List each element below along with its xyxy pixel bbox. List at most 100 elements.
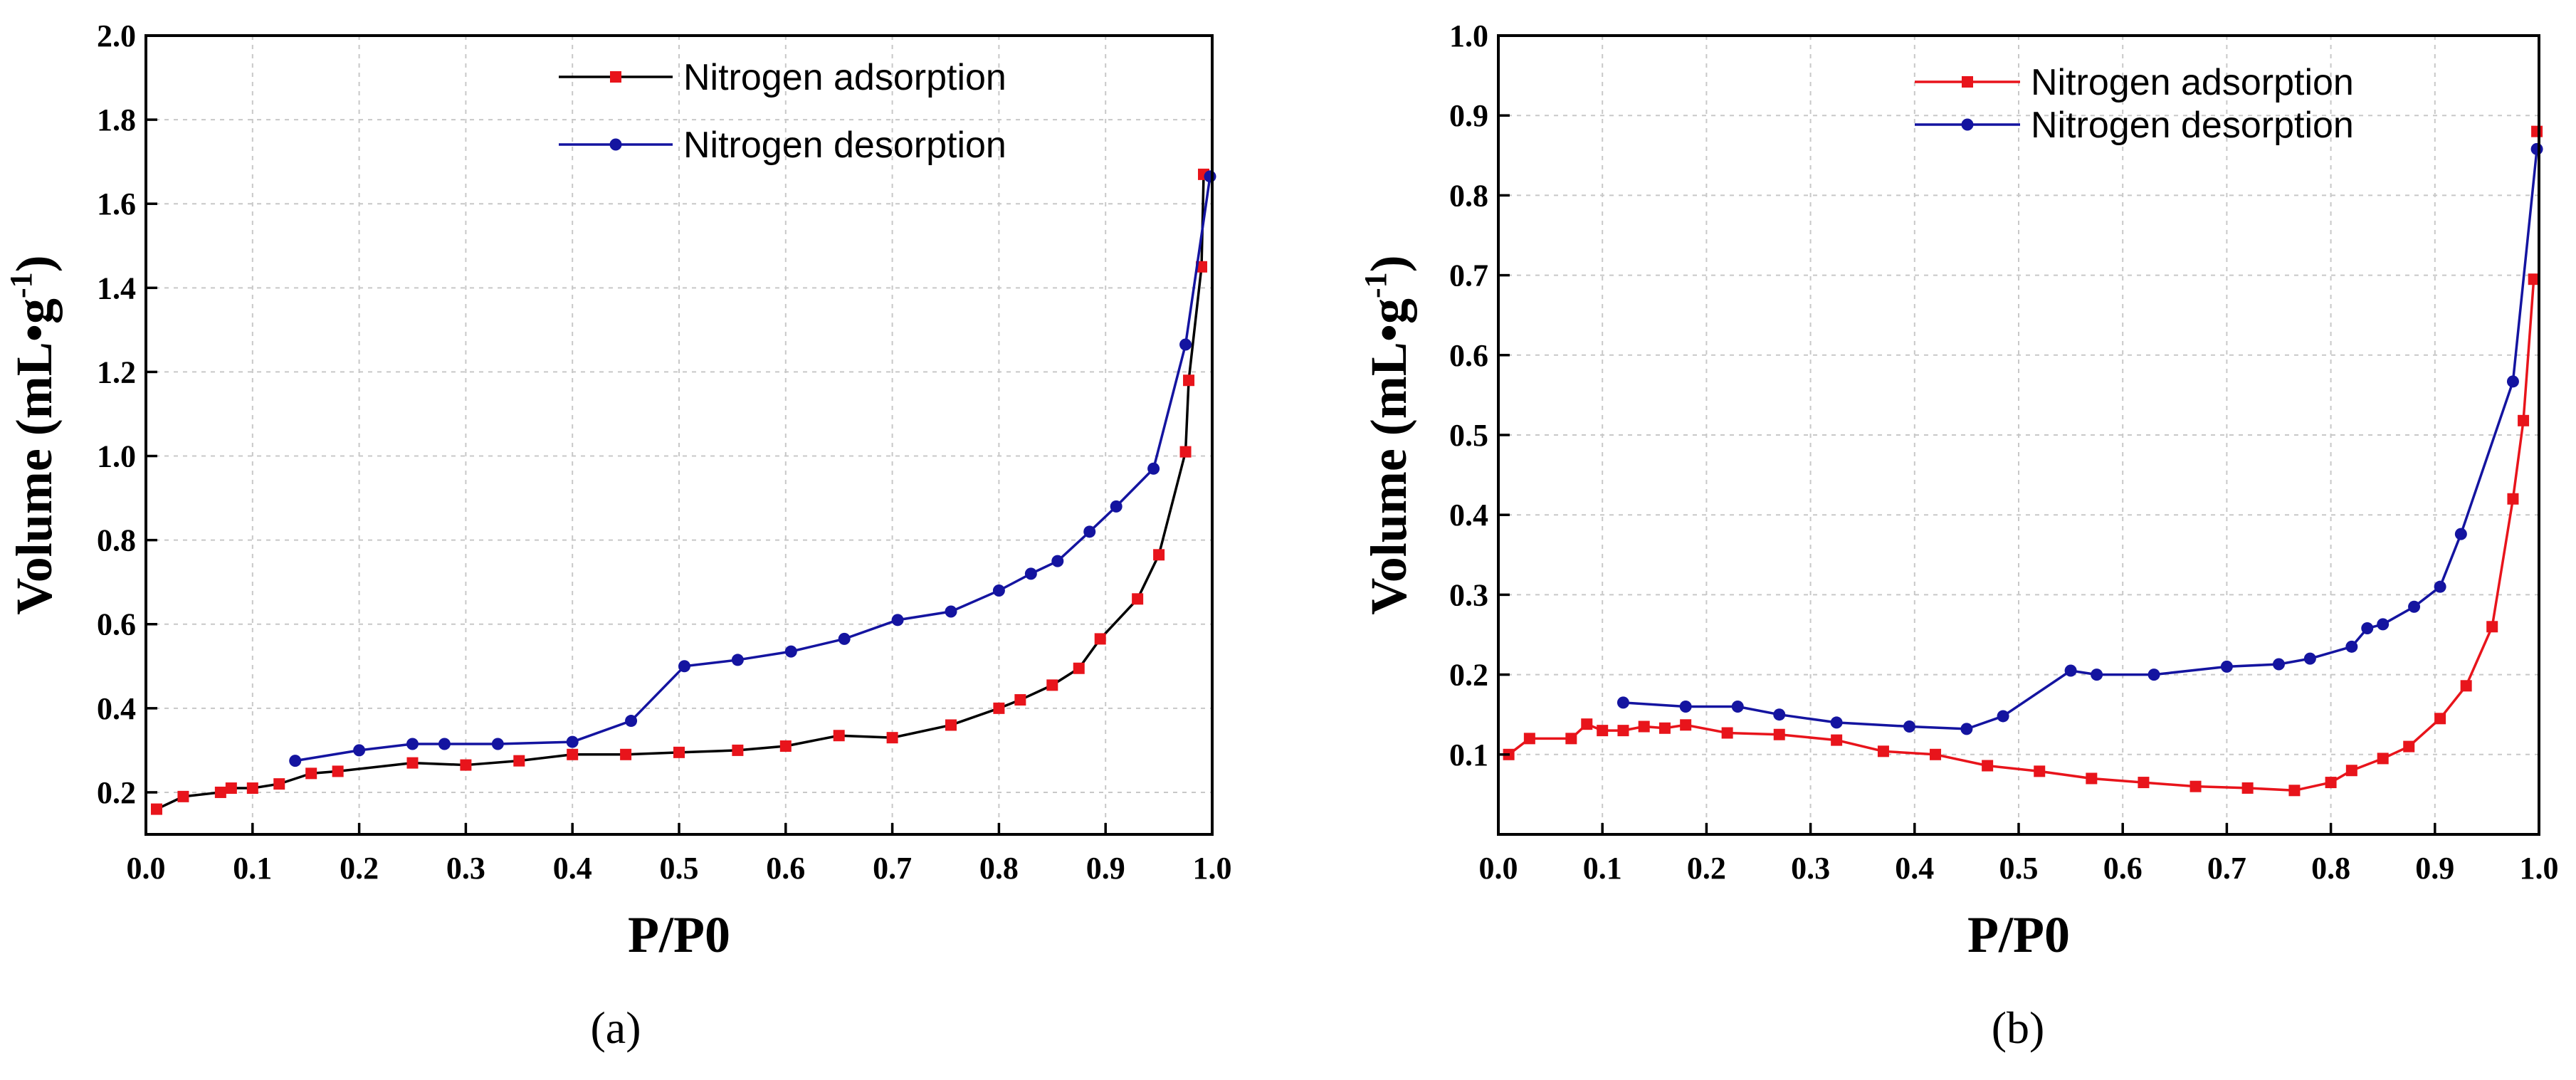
chart-b-series-desorption-point xyxy=(2377,618,2390,631)
chart-b-series-adsorption-point xyxy=(2507,493,2519,505)
chart-b-x-tick-label: 0.5 xyxy=(1999,851,2039,886)
chart-b-series-adsorption-point xyxy=(2345,765,2357,777)
chart-b-series-adsorption-point xyxy=(2189,780,2202,792)
chart-b-series-desorption-point xyxy=(2345,640,2358,653)
chart-a-x-tick-label: 0.2 xyxy=(340,851,379,886)
chart-b-legend-adsorption-marker xyxy=(1962,76,1973,88)
chart-a-series-adsorption-point xyxy=(1073,662,1085,674)
chart-b-series-adsorption-point xyxy=(1831,734,1843,746)
chart-a-series-desorption-point xyxy=(1051,555,1064,567)
chart-a-x-tick-label: 0.6 xyxy=(766,851,805,886)
chart-a-series-desorption-point xyxy=(1110,500,1123,513)
chart-b-series-desorption-point xyxy=(2091,669,2103,681)
chart-a-x-tick-label: 1.0 xyxy=(1193,851,1232,886)
chart-b-y-axis-label: Volume (mL•g-1) xyxy=(1358,255,1417,614)
chart-b-caption: (b) xyxy=(1992,1002,2045,1053)
chart-b-x-tick-label: 0.3 xyxy=(1791,851,1830,886)
chart-a-series-desorption-point xyxy=(406,738,419,750)
chart-a-grid xyxy=(146,36,1212,834)
chart-b-series-adsorption-point xyxy=(2403,740,2415,753)
chart-a-series-adsorption-point xyxy=(150,803,162,815)
chart-a-series-adsorption-point xyxy=(1179,446,1192,458)
chart-b-series-adsorption-point xyxy=(1617,725,1629,737)
chart-b-legend-desorption-marker xyxy=(1961,118,1974,131)
chart-b-series-adsorption-point xyxy=(1877,745,1889,757)
chart-a-series-adsorption-point xyxy=(1183,374,1195,387)
chart-a-series-adsorption-point xyxy=(1132,593,1144,605)
chart-a-y-tick-label: 2.0 xyxy=(97,19,136,53)
chart-a-series-adsorption-line xyxy=(156,174,1205,811)
chart-a-series-adsorption-point xyxy=(225,782,237,795)
chart-b-series-desorption-point xyxy=(2273,658,2285,671)
chart-b-series-adsorption-point xyxy=(2138,777,2150,789)
chart-b-y-tick-label: 0.3 xyxy=(1449,577,1488,612)
chart-a: 0.0 0.1 0.2 0.3 0.4 0.5 0.6 0.7 0.8 0.9 1.0 0.2 0.4 0… xyxy=(4,19,1232,1053)
chart-b-y-tick-label: 0.6 xyxy=(1449,338,1488,373)
chart-a-series-adsorption-point xyxy=(305,767,317,780)
chart-a-series-adsorption-point xyxy=(673,746,685,758)
chart-b-series-adsorption-point xyxy=(2377,753,2389,765)
chart-b-series-adsorption-point xyxy=(1982,760,1994,772)
chart-a-series-adsorption-point xyxy=(406,757,419,769)
chart-b-series xyxy=(1503,125,2543,797)
chart-a-series-adsorption-point xyxy=(620,748,632,760)
chart-b-series-adsorption-point xyxy=(1773,728,1785,740)
chart-b-y-tick-label: 0.8 xyxy=(1449,178,1488,213)
chart-a-series-adsorption-point xyxy=(993,702,1005,714)
chart-b-series-desorption-point xyxy=(1616,696,1629,709)
chart-b-y-tick-label: 0.2 xyxy=(1449,658,1488,693)
chart-a-legend-adsorption-marker xyxy=(610,71,621,83)
chart-b-series-adsorption-point xyxy=(1680,719,1692,731)
chart-b-series-desorption-point xyxy=(2530,142,2543,155)
chart-a-x-tick-label: 0.0 xyxy=(127,851,166,886)
chart-b-series-adsorption-point xyxy=(2518,414,2530,426)
chart-b-series-adsorption-point xyxy=(2486,621,2498,633)
chart-b-series-adsorption-point xyxy=(2460,680,2472,692)
chart-a-series-desorption-point xyxy=(625,715,638,728)
chart-b-x-tick-label: 0.7 xyxy=(2207,851,2246,886)
chart-a-y-tick-label: 1.2 xyxy=(97,355,136,389)
chart-a-series-desorption-point xyxy=(353,744,366,757)
chart-b-series-adsorption-point xyxy=(1597,725,1609,737)
chart-a-series-adsorption-point xyxy=(273,778,285,790)
chart-a-series-desorption-point xyxy=(1147,462,1160,475)
chart-a-y-tick-label: 1.0 xyxy=(97,439,136,474)
chart-a-y-tick-label: 1.6 xyxy=(97,187,136,221)
chart-b-x-tick-label: 1.0 xyxy=(2520,851,2559,886)
chart-b: 0.0 0.1 0.2 0.3 0.4 0.5 0.6 0.7 0.8 0.9 1.0 0.1 0.2 0… xyxy=(1358,19,2559,1053)
chart-a-series-desorption-point xyxy=(731,654,744,666)
chart-a-legend-adsorption-label: Nitrogen adsorption xyxy=(683,57,1006,98)
chart-a-series-desorption-point xyxy=(566,735,579,748)
chart-a-series-desorption-point xyxy=(838,632,851,645)
chart-a-series-desorption-point xyxy=(1179,338,1192,351)
chart-a-series-desorption-point xyxy=(1204,170,1216,183)
chart-a-series-adsorption-point xyxy=(732,744,744,756)
chart-b-series-adsorption-point xyxy=(2086,772,2098,785)
chart-a-series-adsorption-point xyxy=(779,740,792,752)
chart-b-y-tick-label: 0.4 xyxy=(1449,498,1488,533)
chart-b-legend-adsorption-label: Nitrogen adsorption xyxy=(2031,62,2354,103)
chart-a-x-tick-label: 0.9 xyxy=(1086,851,1125,886)
chart-a-series xyxy=(150,168,1216,815)
chart-a-series-adsorption-point xyxy=(1153,549,1165,561)
chart-a-series-adsorption-point xyxy=(945,719,957,731)
chart-a-series-desorption-point xyxy=(1024,567,1037,580)
chart-b-series-desorption-point xyxy=(1731,700,1744,713)
chart-b-series-desorption-point xyxy=(1960,723,1973,735)
chart-b-series-adsorption-line xyxy=(1508,279,2535,792)
chart-b-y-tick-label: 0.5 xyxy=(1449,418,1488,453)
chart-a-x-tick-label: 0.8 xyxy=(979,851,1019,886)
chart-a-y-tick-label: 0.2 xyxy=(97,775,136,810)
chart-a-caption: (a) xyxy=(590,1002,641,1053)
chart-b-y-tick-label: 0.7 xyxy=(1449,258,1488,293)
chart-b-series-adsorption-point xyxy=(2434,713,2446,725)
chart-b-x-tick-label: 0.0 xyxy=(1479,851,1518,886)
chart-b-x-tick-label: 0.2 xyxy=(1687,851,1726,886)
chart-a-series-adsorption-point xyxy=(513,755,525,767)
chart-b-series-desorption-point xyxy=(2361,622,2374,635)
chart-a-x-tick-label: 0.5 xyxy=(660,851,699,886)
chart-b-series-desorption-point xyxy=(2454,528,2467,540)
chart-b-series-desorption-point xyxy=(1997,710,2009,723)
chart-a-x-tick-label: 0.3 xyxy=(446,851,485,886)
chart-b-series-adsorption-point xyxy=(2325,777,2337,789)
